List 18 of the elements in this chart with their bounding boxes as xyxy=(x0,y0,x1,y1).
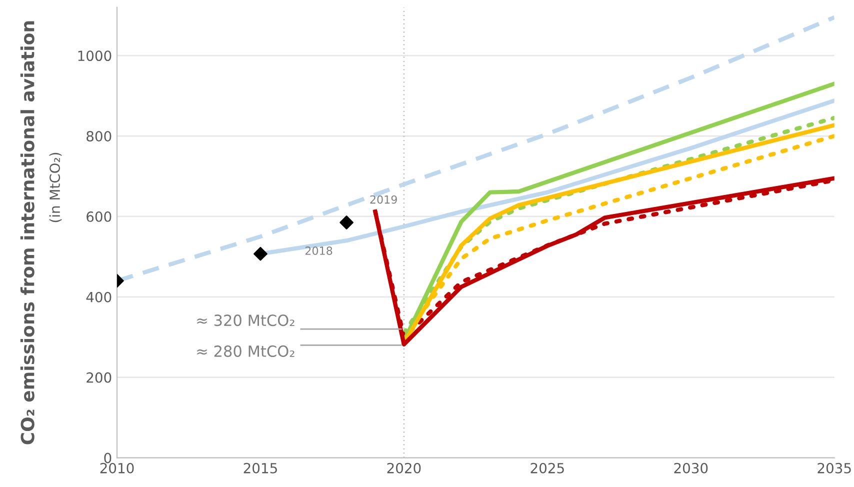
y-tick-label: 600 xyxy=(86,211,112,222)
annotation: 2019 xyxy=(370,195,397,204)
y-axis-title: CO₂ emissions from international aviation xyxy=(20,21,34,444)
y-tick-label: 400 xyxy=(86,292,112,302)
x-tick-label: 2015 xyxy=(244,462,277,474)
y-tick-label: 1000 xyxy=(78,50,112,62)
y-tick-label: 0 xyxy=(104,452,112,464)
annotation: 2018 xyxy=(305,246,332,255)
text: (in MtCO₂) xyxy=(49,152,62,222)
annotation: ≈ 320 MtCO₂ xyxy=(197,314,294,326)
y-tick-label: 200 xyxy=(86,372,112,383)
x-tick-label: 2035 xyxy=(818,462,851,474)
y-tick-label: 800 xyxy=(86,130,112,142)
x-tick-label: 2025 xyxy=(530,462,564,474)
x-tick-label: 2010 xyxy=(100,462,134,474)
x-tick-label: 2030 xyxy=(674,462,708,474)
annotation: ≈ 280 MtCO₂ xyxy=(197,345,294,357)
x-tick-label: 2020 xyxy=(387,462,421,474)
